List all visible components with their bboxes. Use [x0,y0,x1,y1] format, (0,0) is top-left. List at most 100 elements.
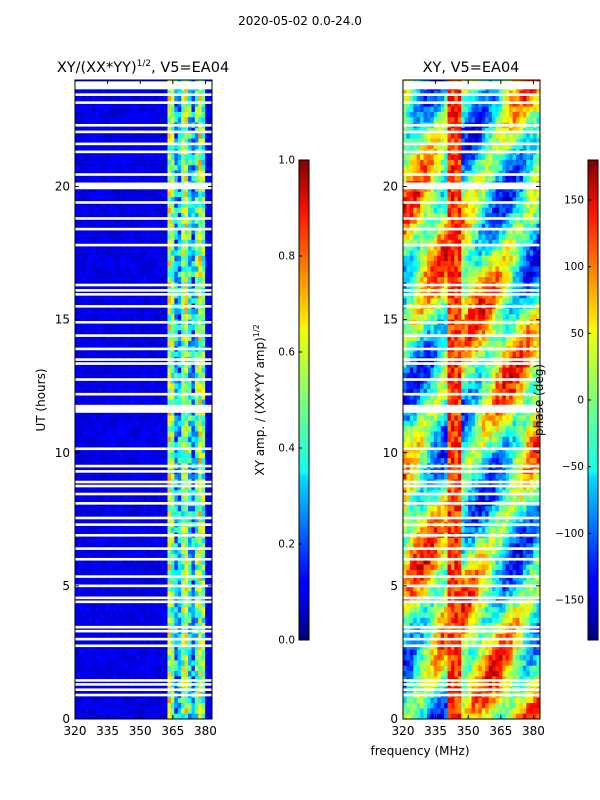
amplitude-cell [157,388,162,395]
amplitude-cell [109,250,114,257]
amplitude-cell [102,223,107,230]
amplitude-cell [160,495,165,502]
amplitude-cell [205,191,210,198]
amplitude-cell [177,452,182,459]
amplitude-cell [75,399,80,406]
amplitude-cell [98,543,103,550]
amplitude-cell [157,655,162,662]
amplitude-cell [174,372,179,379]
amplitude-cell [181,655,186,662]
amplitude-cell [85,516,90,523]
amplitude-cell [81,159,86,166]
amplitude-cell [129,143,134,150]
amplitude-cell [208,255,212,262]
amplitude-cell [129,154,134,161]
amplitude-cell [160,569,165,576]
amplitude-cell [143,415,148,422]
amplitude-cell [112,442,117,449]
amplitude-cell [174,703,179,709]
amplitude-cell [112,607,117,614]
amplitude-cell [194,660,199,667]
amplitude-cell [81,324,86,331]
amplitude-cell [191,484,196,491]
amplitude-cell [150,239,155,246]
amplitude-cell [174,559,179,566]
amplitude-cell [105,548,110,555]
amplitude-cell [160,410,165,417]
amplitude-cell [105,277,110,283]
amplitude-cell [150,255,155,262]
amplitude-cell [194,250,199,257]
amplitude-cell [164,277,169,283]
amplitude-cell [205,111,210,118]
amplitude-cell [194,367,199,374]
amplitude-cell [153,506,158,512]
amplitude-cell [164,175,169,182]
amplitude-cell [116,484,121,491]
amplitude-cell [184,559,189,566]
amplitude-cell [150,261,155,267]
flag-gap [75,644,212,648]
amplitude-cell [184,250,189,257]
amplitude-cell [201,340,206,347]
amplitude-cell [112,516,117,523]
amplitude-cell [184,703,189,709]
amplitude-cell [198,617,203,624]
amplitude-cell [150,553,155,560]
amplitude-cell [140,330,145,337]
amplitude-cell [119,410,124,417]
amplitude-cell [167,245,172,251]
amplitude-cell [105,426,110,433]
amplitude-cell [133,95,138,102]
amplitude-cell [95,101,100,108]
amplitude-cell [98,713,103,719]
amplitude-cell [122,703,127,709]
amplitude-cell [78,138,83,145]
amplitude-cell [205,458,210,464]
amplitude-cell [112,426,117,433]
amplitude-cell [143,564,148,571]
amplitude-cell [188,516,193,523]
amplitude-cell [188,250,193,257]
amplitude-cell [167,197,172,204]
amplitude-cell [75,207,80,214]
amplitude-cell [146,543,151,550]
amplitude-cell [205,383,210,390]
amplitude-cell [188,607,193,614]
amplitude-cell [92,474,97,480]
amplitude-cell [153,548,158,555]
amplitude-cell [188,324,193,331]
amplitude-cell [153,415,158,422]
amplitude-cell [98,537,103,544]
amplitude-cell [78,495,83,502]
amplitude-cell [167,218,172,225]
amplitude-cell [78,308,83,315]
amplitude-cell [112,293,117,299]
amplitude-cell [122,543,127,550]
amplitude-cell [143,612,148,619]
amplitude-cell [208,330,212,337]
amplitude-cell [98,186,103,193]
amplitude-cell [109,111,114,118]
amplitude-cell [205,106,210,113]
amplitude-cell [198,484,203,491]
amplitude-cell [92,633,97,640]
amplitude-cell [136,660,141,667]
amplitude-cell [174,548,179,555]
amplitude-cell [85,266,90,273]
amplitude-cell [201,713,206,719]
amplitude-cell [170,442,175,449]
amplitude-cell [85,655,90,662]
amplitude-cell [102,324,107,331]
amplitude-cell [150,639,155,646]
amplitude-cell [205,585,210,592]
amplitude-cell [143,607,148,614]
amplitude-cell [157,383,162,390]
amplitude-cell [153,708,158,715]
amplitude-cell [112,202,117,209]
amplitude-cell [208,261,212,267]
amplitude-cell [119,117,124,124]
amplitude-cell [129,117,134,124]
amplitude-cell [153,564,158,571]
amplitude-cell [160,239,165,246]
